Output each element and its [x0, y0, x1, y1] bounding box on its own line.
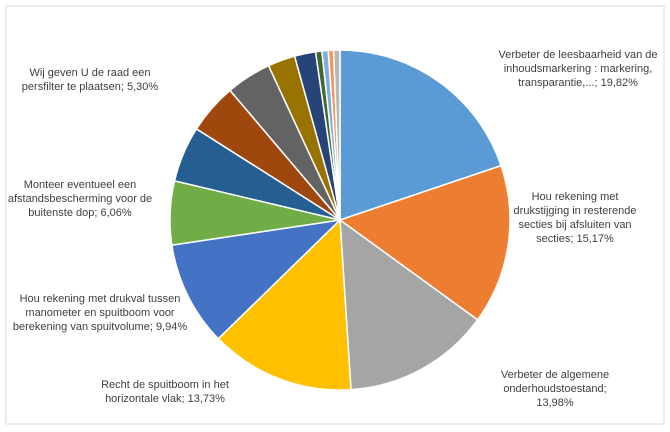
slice-name: Verbeter de leesbaarheid van de inhoudsm… — [498, 49, 658, 89]
slice-name: Hou rekening met drukstijging in restere… — [513, 191, 637, 245]
slice-value: 5,30% — [126, 81, 159, 93]
slice-value: 19,82% — [600, 77, 638, 89]
slice-label: Hou rekening met drukval tussen manomete… — [10, 292, 190, 334]
slice-label: Verbeter de algemene onderhoudstoestand;… — [485, 368, 625, 410]
pie-slice — [339, 49, 503, 222]
pie-slice — [338, 164, 511, 321]
slice-value: 6,06% — [100, 207, 132, 219]
slice-name: Verbeter de algemene onderhoudstoestand; — [500, 369, 610, 395]
slice-label: Hou rekening met drukstijging in restere… — [505, 190, 645, 246]
slice-value: 9,94% — [155, 321, 188, 333]
slice-label: Wij geven U de raad een persfilter te pl… — [20, 66, 160, 94]
slice-value: 13,73% — [187, 393, 225, 405]
pie-slice — [217, 218, 352, 391]
slice-name: Recht de spuitboom in het horizontale vl… — [101, 379, 229, 405]
slice-value: 13,98% — [536, 397, 574, 409]
slice-label: Monteer eventueel een afstandsbeschermin… — [5, 178, 155, 220]
slice-name: Wij geven U de raad een persfilter te pl… — [21, 67, 151, 93]
pie-slice — [339, 218, 479, 391]
pie-slice — [332, 49, 341, 221]
pie-slice — [171, 218, 343, 340]
slice-value: 15,17% — [576, 233, 614, 245]
slice-label: Verbeter de leesbaarheid van de inhoudsm… — [498, 48, 658, 90]
slice-label: Recht de spuitboom in het horizontale vl… — [95, 378, 235, 406]
frame — [5, 5, 665, 425]
slice-name: Monteer eventueel een afstandsbeschermin… — [7, 179, 153, 219]
slice-name: Hou rekening met drukval tussen manomete… — [12, 293, 181, 333]
